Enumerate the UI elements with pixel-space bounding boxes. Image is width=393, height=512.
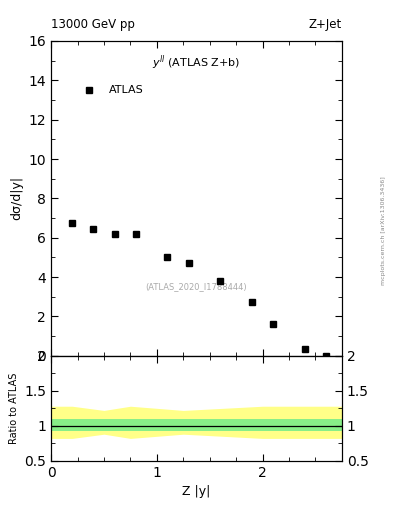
Y-axis label: Ratio to ATLAS: Ratio to ATLAS — [9, 373, 19, 444]
Text: (ATLAS_2020_I1788444): (ATLAS_2020_I1788444) — [146, 282, 247, 291]
Text: mcplots.cern.ch [arXiv:1306.3436]: mcplots.cern.ch [arXiv:1306.3436] — [381, 176, 386, 285]
Y-axis label: dσ/d|y|: dσ/d|y| — [10, 176, 23, 221]
Text: 13000 GeV pp: 13000 GeV pp — [51, 18, 135, 31]
X-axis label: Z |y|: Z |y| — [182, 485, 211, 498]
Text: ATLAS: ATLAS — [109, 85, 144, 95]
Text: Z+Jet: Z+Jet — [309, 18, 342, 31]
Text: $y^{ll}$ (ATLAS Z+b): $y^{ll}$ (ATLAS Z+b) — [152, 54, 241, 72]
